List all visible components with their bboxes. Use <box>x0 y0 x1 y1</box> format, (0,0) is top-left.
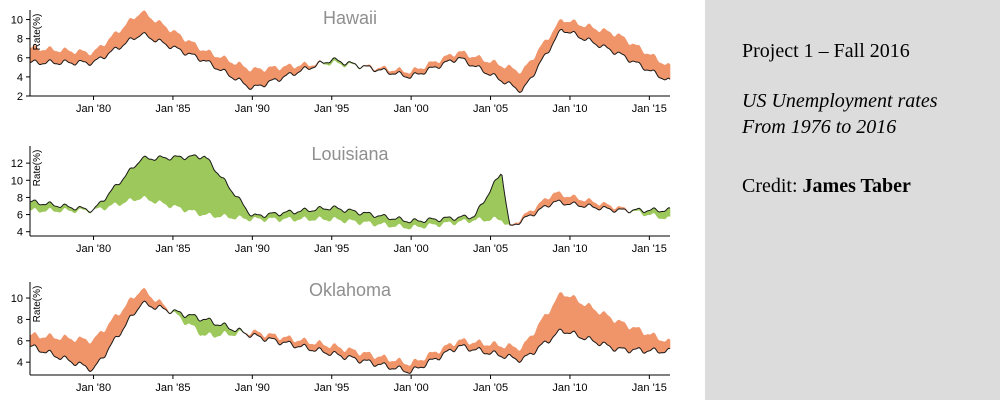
hawaii-x-tick-label: Jan '80 <box>76 103 111 115</box>
louisiana-y-axis-label: Rate(%) <box>32 150 43 187</box>
unemployment-charts: Hawaii 2 4 6 8 10 Rate(%) Jan '80 Jan '85 Jan '90… <box>0 0 705 400</box>
oklahoma-x-tick-label: Jan '05 <box>473 382 508 394</box>
louisiana-y-tick-label: 4 <box>17 227 23 239</box>
hawaii-x-tick-label: Jan '05 <box>473 103 508 115</box>
louisiana-x-tick-label: Jan '95 <box>314 243 349 255</box>
subtitle-line-1: US Unemployment rates <box>742 90 938 113</box>
project-title: Project 1 – Fall 2016 <box>742 40 910 63</box>
louisiana-y-tick-label: 12 <box>11 158 23 170</box>
oklahoma-y-tick-label: 10 <box>11 293 23 305</box>
oklahoma-band-segment <box>669 339 670 349</box>
louisiana-band-higher <box>510 192 629 225</box>
oklahoma-x-tick-label: Jan '85 <box>155 382 190 394</box>
hawaii-chart-title: Hawaii <box>323 8 377 28</box>
louisiana-y-axis: 4 6 8 10 12 <box>11 146 30 239</box>
hawaii-y-tick-label: 8 <box>17 34 23 46</box>
credit: Credit: James Taber <box>742 175 911 198</box>
hawaii-x-tick-label: Jan '85 <box>155 103 190 115</box>
oklahoma-band-lower <box>170 310 245 337</box>
louisiana-chart-title: Louisiana <box>311 144 389 164</box>
hawaii-y-tick-label: 2 <box>17 91 23 103</box>
louisiana-band-segment <box>669 208 670 217</box>
louisiana-y-tick-label: 6 <box>17 210 23 222</box>
oklahoma-x-tick-label: Jan '90 <box>235 382 270 394</box>
oklahoma-chart-title: Oklahoma <box>309 280 392 300</box>
louisiana-x-axis: Jan '80 Jan '85 Jan '90 Jan '95 Jan '00 Jan '… <box>30 236 670 255</box>
louisiana-x-tick-label: Jan '80 <box>76 243 111 255</box>
subtitle-line-2: From 1976 to 2016 <box>742 116 896 139</box>
credit-label: Credit: <box>742 175 798 197</box>
oklahoma-x-tick-label: Jan '80 <box>76 382 111 394</box>
oklahoma-y-tick-label: 6 <box>17 336 23 348</box>
oklahoma-chart: Oklahoma 4 6 8 10 Rate(%) Jan '80 Jan '85 Jan '9… <box>11 280 670 394</box>
hawaii-x-tick-label: Jan '10 <box>552 103 587 115</box>
oklahoma-y-tick-label: 4 <box>17 357 23 369</box>
louisiana-x-tick-label: Jan '85 <box>155 243 190 255</box>
louisiana-x-tick-label: Jan '15 <box>632 243 667 255</box>
hawaii-y-tick-label: 10 <box>11 15 23 27</box>
oklahoma-x-tick-label: Jan '95 <box>314 382 349 394</box>
oklahoma-x-tick-label: Jan '10 <box>552 382 587 394</box>
oklahoma-x-axis: Jan '80 Jan '85 Jan '90 Jan '95 Jan '00 Jan '… <box>30 375 670 394</box>
hawaii-y-tick-label: 6 <box>17 53 23 65</box>
oklahoma-x-tick-label: Jan '00 <box>394 382 429 394</box>
credit-name: James Taber <box>803 175 911 197</box>
hawaii-chart: Hawaii 2 4 6 8 10 Rate(%) Jan '80 Jan '85 Jan '90… <box>11 8 670 115</box>
oklahoma-y-tick-label: 8 <box>17 314 23 326</box>
oklahoma-y-axis: 4 6 8 10 <box>11 282 30 375</box>
oklahoma-y-axis-label: Rate(%) <box>32 286 43 323</box>
hawaii-x-axis: Jan '80 Jan '85 Jan '90 Jan '95 Jan '00 Jan '… <box>30 96 670 115</box>
louisiana-x-tick-label: Jan '90 <box>235 243 270 255</box>
oklahoma-x-tick-label: Jan '15 <box>632 382 667 394</box>
info-panel: Project 1 – Fall 2016 US Unemployment ra… <box>705 0 1000 400</box>
hawaii-y-axis: 2 4 6 8 10 <box>11 10 30 103</box>
hawaii-x-tick-label: Jan '15 <box>632 103 667 115</box>
louisiana-y-tick-label: 8 <box>17 192 23 204</box>
louisiana-x-tick-label: Jan '00 <box>394 243 429 255</box>
hawaii-y-tick-label: 4 <box>17 72 23 84</box>
louisiana-x-tick-label: Jan '05 <box>473 243 508 255</box>
hawaii-y-axis-label: Rate(%) <box>32 14 43 51</box>
louisiana-y-tick-label: 10 <box>11 175 23 187</box>
hawaii-x-tick-label: Jan '90 <box>235 103 270 115</box>
hawaii-x-tick-label: Jan '00 <box>394 103 429 115</box>
louisiana-band-lower <box>30 155 670 229</box>
hawaii-band-segment <box>669 63 670 79</box>
charts-area: Hawaii 2 4 6 8 10 Rate(%) Jan '80 Jan '85 Jan '90… <box>0 0 705 400</box>
hawaii-x-tick-label: Jan '95 <box>314 103 349 115</box>
louisiana-x-tick-label: Jan '10 <box>552 243 587 255</box>
